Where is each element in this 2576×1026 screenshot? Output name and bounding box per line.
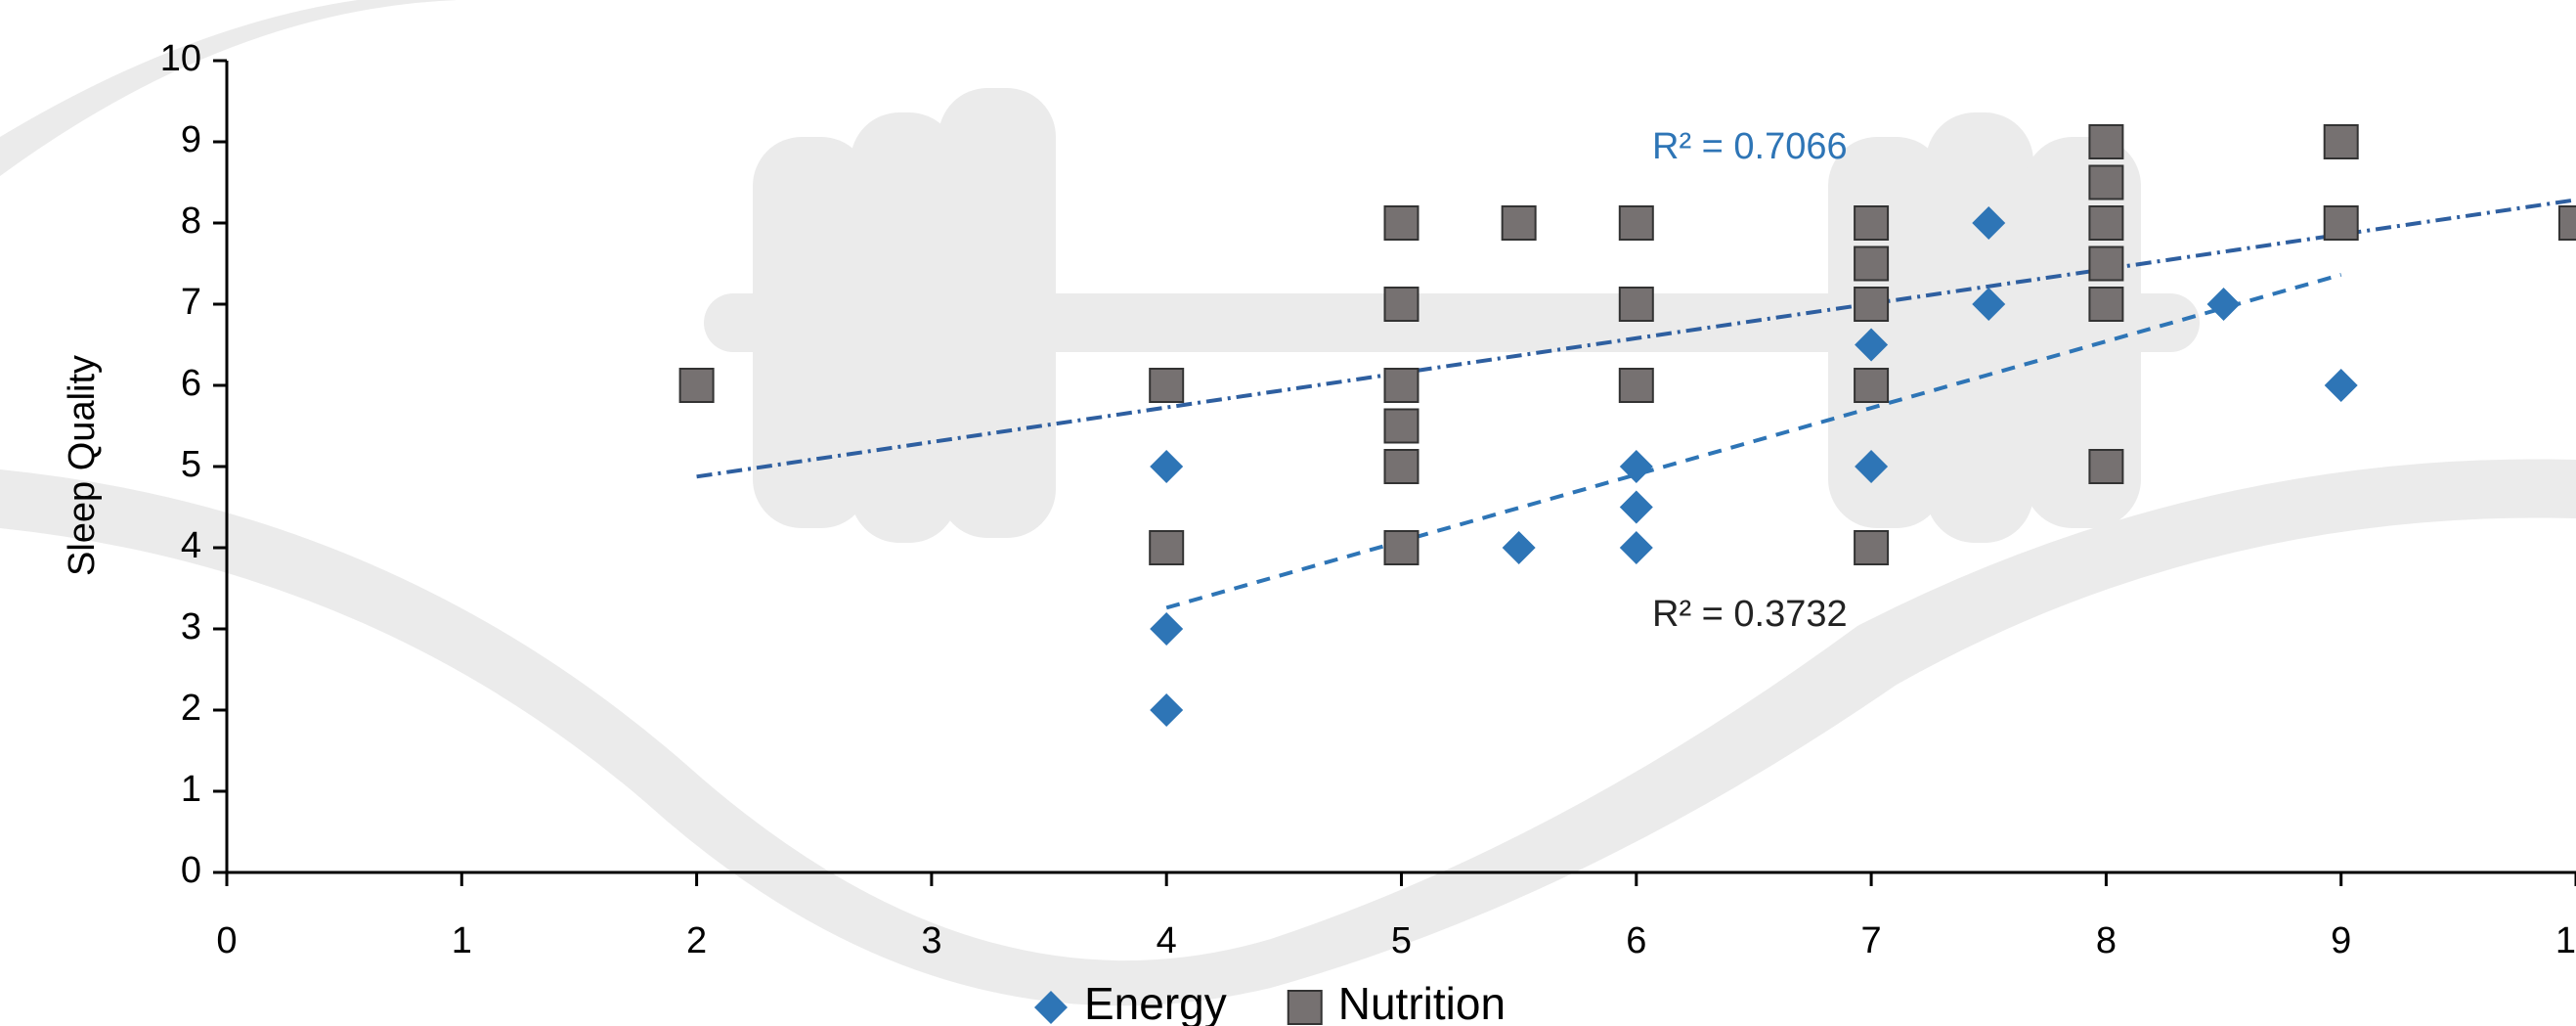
- y-axis-label: Sleep Quality: [62, 355, 103, 576]
- legend-label: Energy: [1084, 978, 1227, 1026]
- point: [1618, 205, 1654, 241]
- x-tick-label: 10: [2555, 920, 2576, 961]
- point: [1383, 408, 1419, 444]
- point: [1619, 531, 1653, 564]
- y-tick-label: 9: [181, 119, 201, 160]
- point: [1854, 205, 1890, 241]
- point: [1383, 449, 1419, 484]
- point: [1854, 530, 1890, 565]
- point: [2088, 124, 2124, 159]
- x-tick-label: 0: [216, 920, 237, 961]
- legend-label: Nutrition: [1338, 978, 1506, 1026]
- point: [1150, 450, 1184, 483]
- y-tick-label: 4: [181, 525, 201, 566]
- point: [1383, 368, 1419, 403]
- x-tick-label: 8: [2096, 920, 2117, 961]
- point: [1972, 206, 2006, 240]
- point: [1619, 450, 1653, 483]
- y-tick-label: 8: [181, 201, 201, 242]
- x-tick-label: 2: [686, 920, 707, 961]
- point: [2206, 288, 2241, 321]
- trendline: [696, 198, 2576, 479]
- y-tick-label: 0: [181, 850, 201, 891]
- point: [678, 368, 715, 403]
- point: [2088, 245, 2124, 282]
- point: [1383, 205, 1419, 241]
- point: [1383, 530, 1419, 565]
- x-tick-label: 9: [2331, 920, 2351, 961]
- x-tick-label: 6: [1626, 920, 1646, 961]
- point: [1383, 287, 1419, 322]
- point: [2558, 205, 2576, 241]
- y-tick-label: 5: [181, 444, 201, 485]
- x-tick-label: 4: [1157, 920, 1177, 961]
- point: [1855, 328, 1889, 362]
- point: [2088, 287, 2124, 322]
- point: [1618, 368, 1654, 403]
- point: [1149, 530, 1185, 565]
- point: [1618, 287, 1654, 322]
- point: [1150, 612, 1184, 646]
- point: [1150, 693, 1184, 727]
- point: [1972, 288, 2006, 321]
- x-tick-label: 5: [1391, 920, 1412, 961]
- point: [2323, 205, 2359, 241]
- point: [1619, 490, 1653, 524]
- point: [2324, 369, 2358, 402]
- point: [1502, 531, 1536, 564]
- legend-marker: [1287, 990, 1323, 1025]
- y-tick-label: 7: [181, 282, 201, 323]
- point: [1149, 368, 1185, 403]
- point: [2088, 449, 2124, 484]
- point: [1854, 245, 1890, 282]
- point: [2088, 164, 2124, 201]
- point: [1501, 205, 1537, 241]
- y-tick-label: 3: [181, 606, 201, 647]
- point: [1854, 287, 1890, 322]
- y-tick-label: 6: [181, 363, 201, 404]
- r-squared: R² = 0.7066: [1652, 126, 1848, 167]
- y-tick-label: 1: [181, 769, 201, 810]
- r-squared: R² = 0.3732: [1652, 594, 1848, 635]
- point: [2323, 124, 2359, 159]
- point: [2088, 205, 2124, 241]
- x-tick-label: 1: [452, 920, 472, 961]
- x-tick-label: 3: [921, 920, 941, 961]
- y-tick-label: 10: [160, 38, 201, 79]
- trendline: [1165, 272, 2342, 610]
- point: [1854, 368, 1890, 403]
- x-tick-label: 7: [1861, 920, 1882, 961]
- legend-marker: [1034, 991, 1068, 1024]
- point: [1855, 450, 1889, 483]
- y-tick-label: 2: [181, 688, 201, 729]
